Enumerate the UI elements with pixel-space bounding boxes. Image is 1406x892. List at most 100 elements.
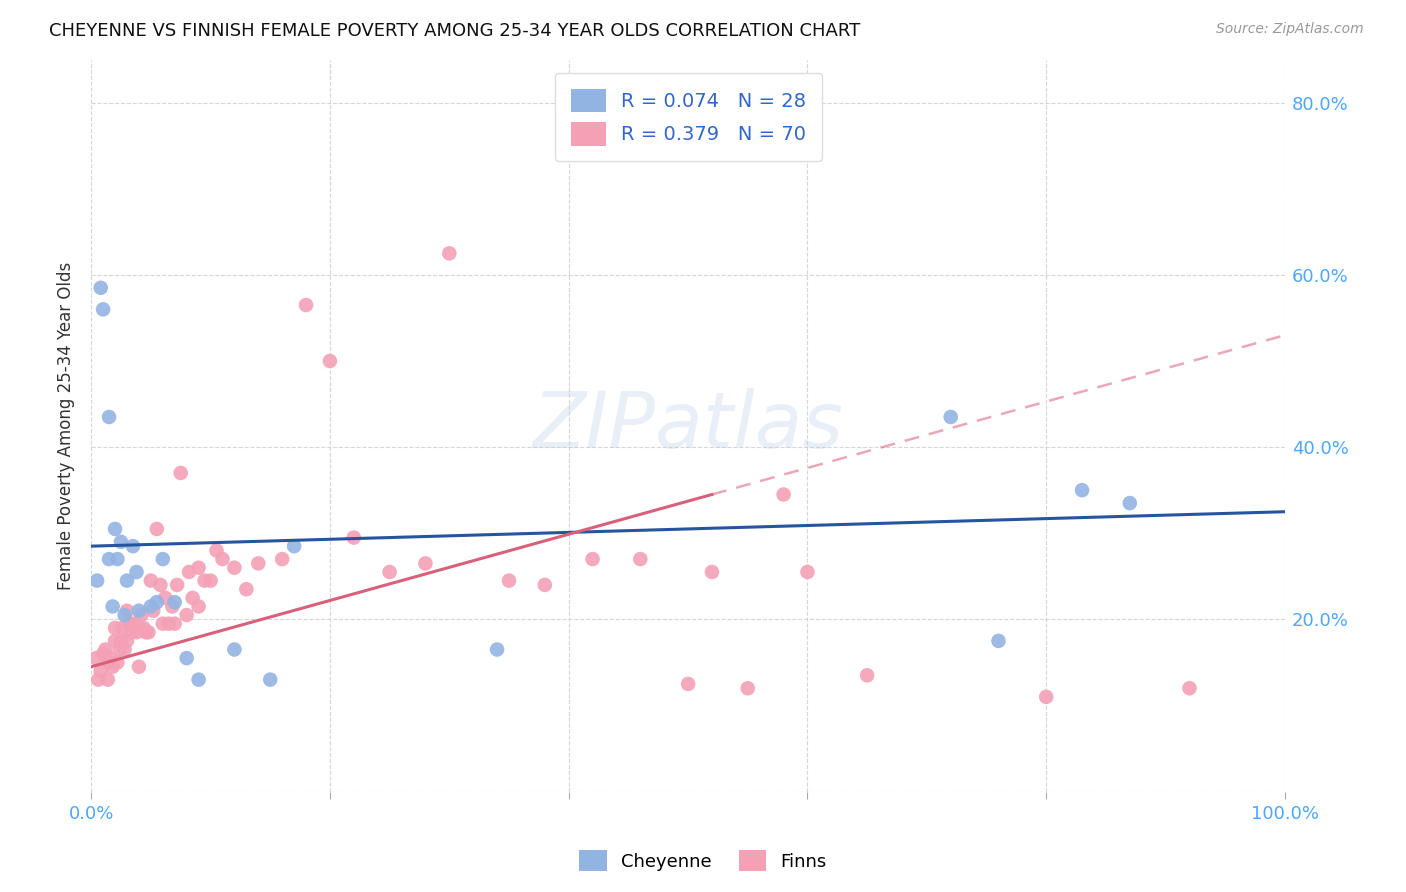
- Point: [498, 574, 520, 588]
- Point: [170, 466, 193, 480]
- Point: [224, 560, 246, 574]
- Point: [1119, 496, 1142, 510]
- Point: [1071, 483, 1094, 498]
- Point: [176, 608, 198, 623]
- Point: [104, 621, 127, 635]
- Point: [122, 539, 145, 553]
- Point: [181, 591, 204, 605]
- Point: [122, 616, 145, 631]
- Point: [108, 642, 131, 657]
- Point: [211, 552, 233, 566]
- Legend: Cheyenne, Finns: Cheyenne, Finns: [572, 843, 834, 879]
- Point: [772, 487, 794, 501]
- Point: [101, 599, 124, 614]
- Point: [98, 651, 121, 665]
- Point: [121, 625, 143, 640]
- Text: Source: ZipAtlas.com: Source: ZipAtlas.com: [1216, 22, 1364, 37]
- Point: [128, 621, 150, 635]
- Point: [98, 552, 121, 566]
- Point: [343, 531, 366, 545]
- Point: [128, 659, 150, 673]
- Point: [1178, 681, 1201, 696]
- Point: [142, 604, 165, 618]
- Point: [110, 633, 132, 648]
- Point: [114, 642, 136, 657]
- Point: [205, 543, 228, 558]
- Point: [153, 591, 176, 605]
- Legend: R = 0.074   N = 28, R = 0.379   N = 70: R = 0.074 N = 28, R = 0.379 N = 70: [555, 73, 821, 161]
- Point: [129, 608, 152, 623]
- Point: [796, 565, 818, 579]
- Point: [162, 599, 184, 614]
- Point: [128, 604, 150, 618]
- Point: [581, 552, 603, 566]
- Point: [104, 522, 127, 536]
- Point: [146, 595, 169, 609]
- Point: [856, 668, 879, 682]
- Point: [101, 659, 124, 673]
- Point: [135, 625, 157, 640]
- Text: ZIPatlas: ZIPatlas: [533, 388, 844, 464]
- Point: [200, 574, 222, 588]
- Point: [115, 574, 138, 588]
- Point: [110, 534, 132, 549]
- Point: [283, 539, 305, 553]
- Point: [107, 552, 129, 566]
- Point: [84, 651, 107, 665]
- Point: [139, 599, 162, 614]
- Y-axis label: Female Poverty Among 25-34 Year Olds: Female Poverty Among 25-34 Year Olds: [58, 261, 75, 590]
- Point: [86, 574, 108, 588]
- Point: [114, 608, 136, 623]
- Point: [235, 582, 257, 597]
- Point: [247, 557, 270, 571]
- Point: [90, 664, 112, 678]
- Point: [939, 409, 962, 424]
- Point: [193, 574, 215, 588]
- Point: [97, 673, 120, 687]
- Point: [415, 557, 437, 571]
- Point: [166, 578, 188, 592]
- Point: [157, 616, 180, 631]
- Point: [259, 673, 281, 687]
- Point: [628, 552, 651, 566]
- Point: [187, 560, 209, 574]
- Point: [700, 565, 723, 579]
- Point: [163, 616, 186, 631]
- Point: [295, 298, 318, 312]
- Point: [138, 625, 160, 640]
- Point: [125, 625, 148, 640]
- Point: [87, 673, 110, 687]
- Point: [146, 522, 169, 536]
- Point: [125, 565, 148, 579]
- Point: [98, 656, 121, 670]
- Point: [91, 302, 114, 317]
- Point: [152, 552, 174, 566]
- Point: [104, 633, 127, 648]
- Point: [439, 246, 461, 260]
- Point: [90, 281, 112, 295]
- Point: [737, 681, 759, 696]
- Point: [176, 651, 198, 665]
- Point: [107, 656, 129, 670]
- Point: [676, 677, 699, 691]
- Point: [152, 616, 174, 631]
- Point: [224, 642, 246, 657]
- Point: [533, 578, 555, 592]
- Point: [163, 595, 186, 609]
- Point: [139, 574, 162, 588]
- Point: [115, 633, 138, 648]
- Point: [91, 647, 114, 661]
- Point: [118, 616, 141, 631]
- Point: [177, 565, 200, 579]
- Point: [987, 633, 1010, 648]
- Point: [486, 642, 509, 657]
- Point: [187, 673, 209, 687]
- Point: [378, 565, 401, 579]
- Point: [149, 578, 172, 592]
- Point: [271, 552, 294, 566]
- Point: [94, 642, 117, 657]
- Point: [132, 621, 155, 635]
- Text: CHEYENNE VS FINNISH FEMALE POVERTY AMONG 25-34 YEAR OLDS CORRELATION CHART: CHEYENNE VS FINNISH FEMALE POVERTY AMONG…: [49, 22, 860, 40]
- Point: [111, 621, 134, 635]
- Point: [319, 354, 342, 368]
